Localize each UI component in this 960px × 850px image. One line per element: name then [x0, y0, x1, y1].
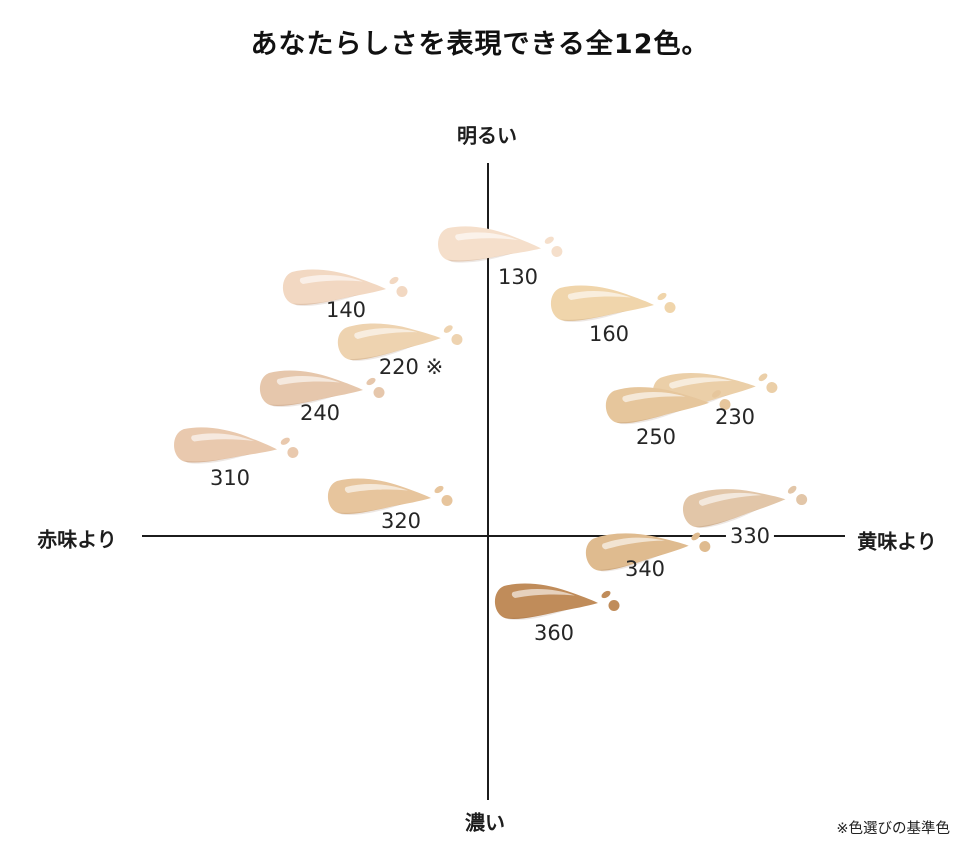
foundation-smear-icon	[682, 485, 808, 529]
shade-label-160: 160	[588, 322, 630, 346]
shade-label-330: 330	[725, 524, 775, 548]
foundation-smear-icon	[550, 285, 676, 322]
foundation-smear-icon	[605, 387, 731, 425]
shade-swatch-130	[429, 215, 571, 282]
base-color-footnote: ※色選びの基準色	[836, 821, 950, 837]
shade-swatch-240	[252, 360, 392, 422]
shade-label-240: 240	[299, 401, 341, 425]
shade-label-220: 220 ※	[378, 355, 444, 379]
shade-swatch-250	[596, 371, 739, 440]
shade-swatch-360	[487, 573, 627, 635]
shade-label-230: 230	[714, 405, 756, 429]
foundation-smear-icon	[327, 478, 453, 515]
shade-swatch-220	[328, 306, 472, 378]
shade-label-130: 130	[497, 265, 539, 289]
shade-label-310: 310	[209, 466, 251, 490]
shade-swatch-140	[275, 259, 415, 321]
foundation-smear-icon	[337, 323, 463, 361]
shade-label-140: 140	[325, 298, 367, 322]
foundation-smear-icon	[438, 226, 563, 263]
foundation-smear-icon	[585, 532, 711, 572]
y-axis-line	[487, 163, 489, 800]
shade-label-320: 320	[380, 509, 422, 533]
y-axis-label-bottom: 濃い	[461, 806, 509, 836]
shade-swatch-340	[575, 513, 721, 589]
foundation-smear-icon	[259, 370, 385, 407]
x-axis-label-left: 赤味より	[33, 523, 121, 553]
y-axis-label-top: 明るい	[453, 119, 521, 149]
foundation-smear-icon	[174, 427, 299, 464]
shade-label-250: 250	[635, 425, 677, 449]
x-axis-line	[142, 535, 845, 537]
shade-swatch-160	[543, 275, 683, 337]
foundation-smear-icon	[282, 269, 408, 306]
shade-swatch-310	[165, 416, 307, 483]
x-axis-label-right: 黄味より	[853, 525, 941, 555]
foundation-smear-icon	[494, 583, 620, 620]
shade-label-340: 340	[624, 557, 666, 581]
page-title: あなたらしさを表現できる全12色。	[250, 29, 710, 60]
shade-swatch-330	[671, 466, 818, 547]
shade-swatch-320	[320, 468, 460, 530]
shade-label-360: 360	[533, 621, 575, 645]
